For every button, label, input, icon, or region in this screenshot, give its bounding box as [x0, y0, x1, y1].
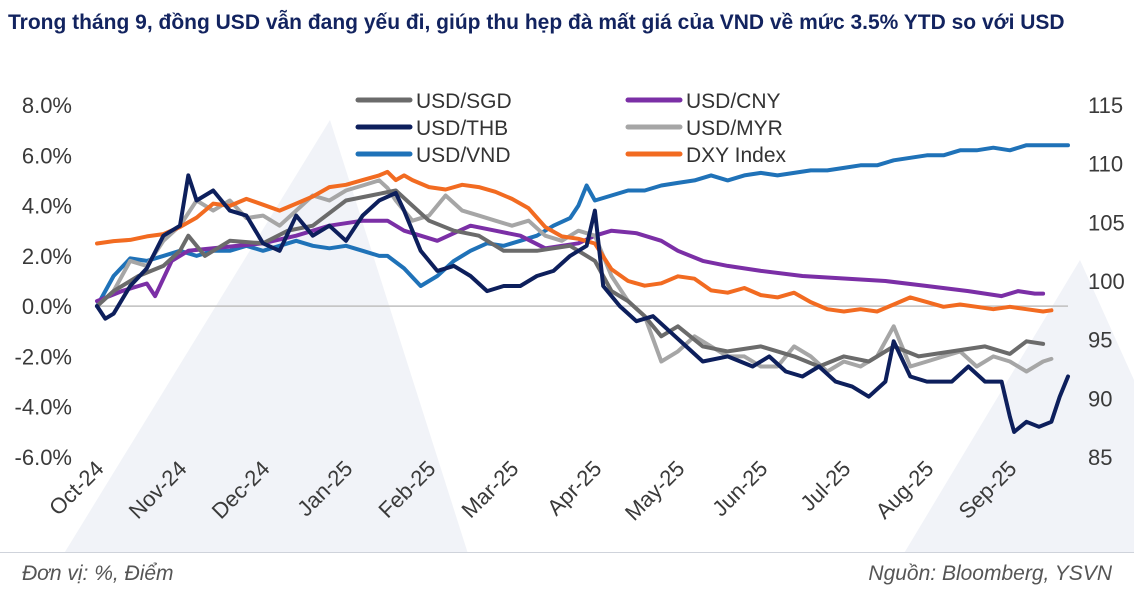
y-right-tick-label: 100	[1088, 269, 1125, 294]
series-line-usd-vnd	[95, 143, 1070, 309]
y-axis-left: 8.0% 6.0% 4.0% 2.0% 0.0% -2.0% -4.0% -6.0%	[15, 93, 72, 470]
legend-label: USD/THB	[416, 117, 508, 140]
legend: USD/SGD USD/CNY USD/THB USD/MYR USD/VND DXY I…	[355, 90, 787, 167]
legend-label: USD/SGD	[416, 90, 512, 113]
y-left-tick-label: -6.0%	[15, 445, 72, 470]
legend-label: DXY Index	[686, 144, 787, 167]
y-right-tick-label: 110	[1088, 152, 1123, 177]
source-note: Nguồn: Bloomberg, YSVN	[868, 562, 1112, 585]
y-left-tick-label: -4.0%	[15, 395, 72, 420]
chart-title: Trong tháng 9, đồng USD vẫn đang yếu đi,…	[8, 11, 1065, 34]
y-axis-right: 115 110 105 100 95 90 85	[1088, 93, 1125, 470]
y-right-tick-label: 95	[1088, 328, 1112, 353]
y-right-tick-label: 85	[1088, 445, 1112, 470]
legend-label: USD/CNY	[686, 90, 781, 113]
series-lines	[95, 143, 1070, 434]
series-line-usd-sgd	[95, 188, 1046, 369]
x-tick-label: Mar-25	[457, 456, 524, 523]
y-left-tick-label: 2.0%	[22, 244, 72, 269]
y-right-tick-label: 105	[1088, 210, 1125, 235]
y-left-tick-label: -2.0%	[15, 344, 72, 369]
chart-area: 8.0%6.0%4.0%2.0%0.0%-2.0%-4.0%-6.0% 1151…	[15, 90, 1134, 552]
legend-label: USD/VND	[416, 144, 511, 167]
y-left-tick-label: 0.0%	[22, 294, 72, 319]
series-line-usd-thb	[95, 173, 1070, 434]
unit-note: Đơn vị: %, Điểm	[22, 562, 174, 585]
y-left-tick-label: 4.0%	[22, 194, 72, 219]
footer-divider	[0, 552, 1134, 553]
watermark-shape	[904, 260, 1134, 552]
x-tick-label: Apr-25	[542, 456, 606, 520]
y-right-tick-label: 115	[1088, 93, 1123, 118]
y-right-tick-label: 90	[1088, 386, 1112, 411]
series-line-dxy-index	[95, 169, 1054, 314]
y-left-tick-label: 6.0%	[22, 143, 72, 168]
legend-label: USD/MYR	[686, 117, 783, 140]
watermark-shape	[64, 120, 468, 552]
x-tick-label: Jun-25	[707, 456, 772, 521]
x-tick-label: May-25	[620, 456, 690, 526]
background-watermark	[64, 120, 1134, 552]
y-left-tick-label: 8.0%	[22, 93, 72, 118]
x-tick-label: Jul-25	[795, 456, 855, 516]
